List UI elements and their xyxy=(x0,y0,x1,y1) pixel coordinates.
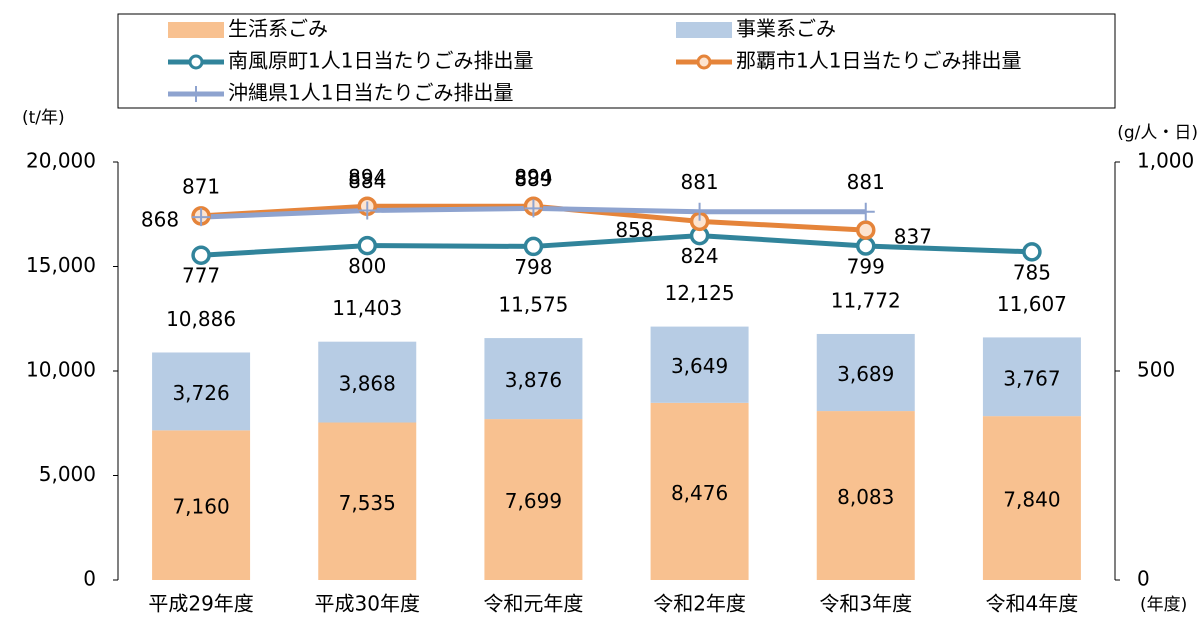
bar-value-label: 3,876 xyxy=(505,368,562,392)
bar-value-label: 7,840 xyxy=(1003,488,1060,512)
x-tick-label: 令和4年度 xyxy=(986,592,1079,616)
line-series xyxy=(200,233,1033,258)
line-value-label: 798 xyxy=(514,255,552,279)
bar-segment xyxy=(152,430,251,580)
total-label: 12,125 xyxy=(665,281,735,305)
line-marker xyxy=(856,220,876,240)
bar-segment xyxy=(650,402,749,580)
bar-segment xyxy=(152,352,251,431)
bar-segment xyxy=(816,411,915,580)
total-label: 11,403 xyxy=(332,296,402,320)
x-axis-label: (年度) xyxy=(1140,595,1187,615)
line-marker xyxy=(523,236,544,257)
line-marker xyxy=(524,199,543,218)
y2-tick-label: 0 xyxy=(1137,567,1150,591)
bar-segment xyxy=(484,338,583,420)
x-tick-label: 平成29年度 xyxy=(148,592,253,616)
line-marker xyxy=(358,201,377,220)
bar-value-label: 3,726 xyxy=(172,381,229,405)
x-tick-label: 令和3年度 xyxy=(819,592,912,616)
bar-segment xyxy=(982,337,1081,417)
line-value-label: 871 xyxy=(182,174,220,198)
bar-value-label: 7,535 xyxy=(339,491,396,515)
line-value-label: 889 xyxy=(514,167,552,191)
legend-box xyxy=(117,13,1116,109)
line-value-label: 881 xyxy=(680,170,718,194)
line-value-label: 777 xyxy=(182,264,220,288)
bar-segment xyxy=(982,416,1081,580)
legend-swatch xyxy=(676,22,732,38)
legend-marker xyxy=(188,86,204,102)
y-tick-label: 5,000 xyxy=(39,462,96,486)
line-value-label: 824 xyxy=(680,244,718,268)
bar-value-label: 3,689 xyxy=(837,362,894,386)
bar-value-label: 3,868 xyxy=(339,372,396,396)
total-label: 11,607 xyxy=(997,292,1067,316)
legend-label: 事業系ごみ xyxy=(736,17,836,41)
total-label: 10,886 xyxy=(166,307,236,331)
bar-segment xyxy=(816,333,915,412)
line-value-label: 858 xyxy=(615,218,653,242)
line-marker xyxy=(856,236,876,256)
bar-value-label: 3,767 xyxy=(1003,366,1060,390)
y2-tick-label: 1,000 xyxy=(1137,149,1194,173)
bar-value-label: 7,699 xyxy=(505,489,562,513)
y-tick-label: 20,000 xyxy=(26,149,96,173)
legend-label: 那覇市1人1日当たりごみ排出量 xyxy=(736,49,1021,73)
line-value-label: 800 xyxy=(348,254,386,278)
bar-value-label: 7,160 xyxy=(172,495,229,519)
x-tick-label: 令和元年度 xyxy=(483,592,583,616)
line-value-label: 799 xyxy=(847,255,885,279)
line-marker xyxy=(856,202,875,221)
bar-segment xyxy=(318,341,417,423)
line-value-label: 881 xyxy=(847,170,885,194)
y-axis-label: (t/年) xyxy=(22,108,65,128)
line-marker xyxy=(357,235,377,256)
bar-value-label: 8,083 xyxy=(837,485,894,509)
legend-label: 南風原町1人1日当たりごみ排出量 xyxy=(228,49,533,73)
x-tick-label: 平成30年度 xyxy=(315,592,420,616)
line-value-label: 785 xyxy=(1013,260,1051,284)
legend-swatch xyxy=(168,22,224,38)
line-value-label: 837 xyxy=(894,225,932,249)
line-value-label: 894 xyxy=(348,165,386,189)
line-marker xyxy=(192,208,211,227)
line-marker xyxy=(191,245,211,265)
line-value-label: 894 xyxy=(514,165,552,189)
legend-marker xyxy=(188,54,204,70)
legend-marker xyxy=(696,54,712,70)
line-marker xyxy=(1022,242,1042,262)
bar-segment xyxy=(318,422,417,580)
y-tick-label: 0 xyxy=(83,567,96,591)
x-tick-label: 令和2年度 xyxy=(653,592,746,616)
legend-label: 生活系ごみ xyxy=(228,17,328,41)
bar-segment xyxy=(650,326,749,403)
line-value-label: 884 xyxy=(348,169,386,193)
legend-label: 沖縄県1人1日当たりごみ排出量 xyxy=(228,81,513,105)
bar-segment xyxy=(484,419,583,580)
y-tick-label: 10,000 xyxy=(26,358,96,382)
y2-axis-label: (g/人・日) xyxy=(1117,123,1198,143)
total-label: 11,772 xyxy=(831,288,901,312)
y2-tick-label: 500 xyxy=(1137,358,1175,382)
bar-value-label: 3,649 xyxy=(671,354,728,378)
bar-value-label: 8,476 xyxy=(671,481,728,505)
y-tick-label: 15,000 xyxy=(26,253,96,277)
line-marker xyxy=(690,202,709,221)
total-label: 11,575 xyxy=(498,293,568,317)
line-value-label: 868 xyxy=(141,208,179,232)
